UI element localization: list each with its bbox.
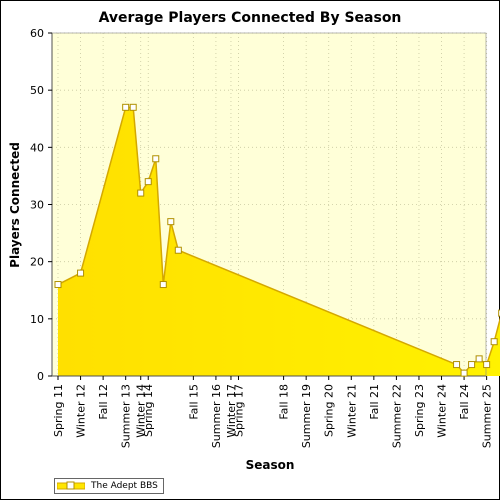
x-tick-label: Fall 21 <box>368 384 381 420</box>
data-point-marker <box>144 178 152 186</box>
data-point-marker <box>77 269 85 277</box>
y-axis-label: Players Connected <box>8 142 22 268</box>
data-point-marker <box>490 338 498 346</box>
legend: The Adept BBS <box>54 478 164 494</box>
x-tick-label: Spring 20 <box>323 384 336 437</box>
x-tick-label: Spring 14 <box>142 384 155 437</box>
y-tick-label: 20 <box>30 256 44 269</box>
data-point-marker <box>159 281 167 289</box>
y-tick-label: 40 <box>30 141 44 154</box>
x-tick-label: Summer 13 <box>120 384 133 448</box>
x-tick-label: Summer 25 <box>481 384 494 448</box>
x-tick-label: Fall 15 <box>187 384 200 420</box>
y-tick-label: 30 <box>30 199 44 212</box>
data-point-marker <box>122 103 130 111</box>
y-axis-ticks: 0 10 20 30 40 50 60 <box>30 27 52 383</box>
legend-swatch-icon <box>56 480 86 492</box>
series-markers <box>54 103 500 377</box>
x-tick-label: Winter 14 <box>135 384 148 438</box>
data-point-marker <box>483 361 491 369</box>
x-tick-label: Winter 12 <box>75 384 88 438</box>
data-point-marker <box>468 361 476 369</box>
x-axis-ticks: Spring 11 Winter 12 Fall 12 Summer 13 Spring… <box>52 376 494 448</box>
x-tick-label: Summer 22 <box>390 384 403 448</box>
x-tick-label: Spring 11 <box>52 384 65 437</box>
data-point-marker <box>498 309 500 317</box>
y-tick-label: 50 <box>30 84 44 97</box>
x-tick-label: Summer 16 <box>210 384 223 448</box>
legend-label: The Adept BBS <box>91 481 158 491</box>
data-point-marker <box>167 218 175 226</box>
y-tick-label: 10 <box>30 313 44 326</box>
data-point-marker <box>54 281 62 289</box>
x-tick-label: Fall 18 <box>278 384 291 420</box>
data-point-marker <box>137 189 145 197</box>
data-point-marker <box>129 103 137 111</box>
y-tick-label: 60 <box>30 27 44 40</box>
chart-title: Average Players Connected By Season <box>99 10 402 26</box>
data-point-marker <box>453 361 461 369</box>
series-area-fill <box>58 107 500 376</box>
x-tick-label: Fall 24 <box>458 384 471 420</box>
y-tick-label: 0 <box>37 370 44 383</box>
x-tick-label: Spring 17 <box>232 384 245 437</box>
x-tick-label: Winter 21 <box>345 384 358 438</box>
x-tick-label: Summer 19 <box>300 384 313 448</box>
data-point-marker <box>152 155 160 163</box>
data-point-marker <box>460 369 468 377</box>
data-point-marker <box>174 246 182 254</box>
data-point-marker <box>475 355 483 363</box>
x-tick-label: Winter 24 <box>436 384 449 438</box>
x-tick-label: Spring 23 <box>413 384 426 437</box>
x-tick-label: Fall 12 <box>97 384 110 420</box>
x-tick-label: Winter 17 <box>225 384 238 438</box>
x-axis-label: Season <box>246 458 295 472</box>
